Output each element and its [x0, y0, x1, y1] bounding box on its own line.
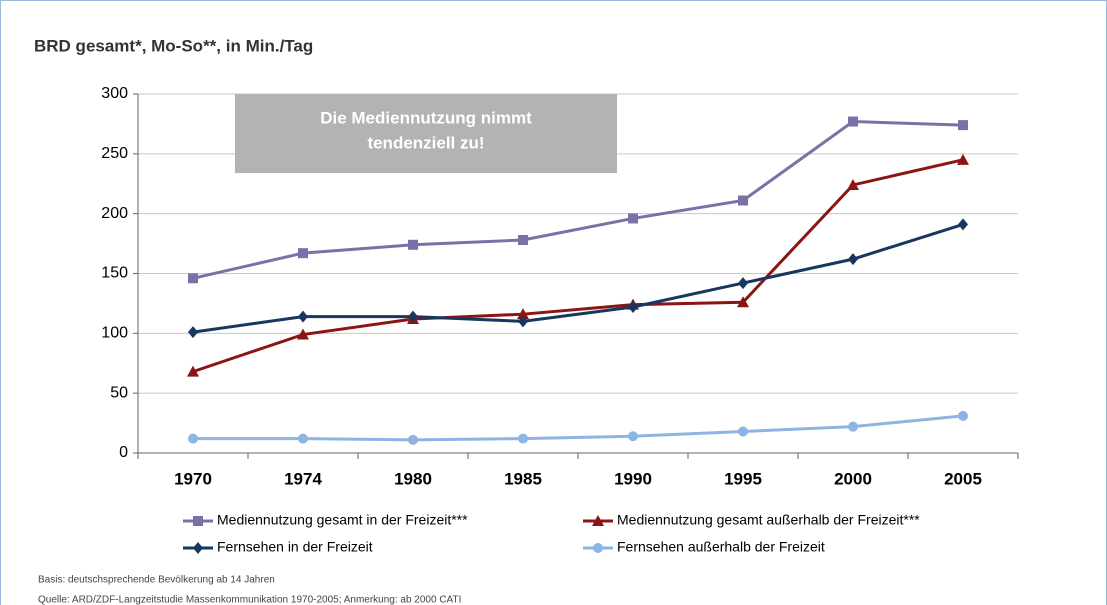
line [192, 120, 964, 280]
x-tick-label: 1985 [504, 469, 542, 488]
data-point [298, 248, 308, 259]
legend-marker [592, 515, 604, 526]
x-tick-label: 1995 [724, 469, 762, 488]
legend-marker [193, 516, 203, 526]
data-point [298, 310, 308, 323]
legend-label: Fernsehen außerhalb der Freizeit [617, 539, 825, 555]
data-point [848, 116, 858, 127]
data-point [297, 328, 309, 340]
y-tick-label: 100 [101, 325, 128, 342]
y-tick-label: 250 [101, 145, 128, 162]
line [193, 414, 964, 442]
y-tick-label: 0 [119, 444, 128, 461]
x-tick-label: 2005 [944, 469, 982, 488]
annotation: Die Mediennutzung nimmt [320, 108, 532, 127]
footnote: Quelle: ARD/ZDF-Langzeitstudie Massenkom… [38, 595, 461, 605]
data-point [188, 326, 198, 339]
data-point [628, 301, 638, 314]
legend-label: Fernsehen in der Freizeit [217, 539, 373, 555]
line [192, 223, 964, 334]
x-tick-label: 2000 [834, 469, 872, 488]
data-point [518, 433, 528, 444]
x-tick-label: 1974 [284, 469, 322, 488]
data-point [518, 315, 528, 328]
data-point [738, 195, 748, 206]
footnote: Basis: deutschsprechende Bevölkerung ab … [38, 575, 275, 586]
data-point [958, 120, 968, 131]
x-tick-label: 1990 [614, 469, 652, 488]
y-tick-label: 200 [101, 205, 128, 222]
data-point [188, 433, 198, 444]
y-tick-label: 150 [101, 265, 128, 282]
data-point [298, 433, 308, 444]
data-point [738, 426, 748, 437]
data-point [187, 365, 199, 377]
y-tick-label: 50 [110, 384, 128, 401]
x-tick-label: 1980 [394, 469, 432, 488]
data-point [408, 310, 418, 323]
data-point [957, 153, 969, 165]
x-tick-label: 1970 [174, 469, 212, 488]
legend-label: Mediennutzung gesamt in der Freizeit*** [217, 512, 468, 528]
data-point [188, 273, 198, 284]
line [192, 158, 964, 374]
chart-title: BRD gesamt*, Mo-So**, in Min./Tag [34, 36, 313, 55]
data-point [628, 431, 638, 442]
annotation-box [235, 94, 617, 173]
data-point [408, 239, 418, 250]
data-point [958, 410, 968, 421]
legend-label: Mediennutzung gesamt außerhalb der Freiz… [617, 512, 920, 528]
data-point [738, 277, 748, 290]
data-point [628, 213, 638, 224]
data-point [408, 434, 418, 445]
data-point [848, 253, 858, 266]
legend-marker [193, 542, 203, 554]
data-point [847, 178, 859, 190]
y-tick-label: 300 [101, 85, 128, 102]
annotation: tendenziell zu! [367, 133, 484, 152]
legend-marker [593, 543, 603, 553]
data-point [958, 218, 968, 231]
data-point [517, 308, 529, 320]
data-point [518, 234, 528, 245]
data-point [737, 296, 749, 308]
data-point [848, 421, 858, 432]
